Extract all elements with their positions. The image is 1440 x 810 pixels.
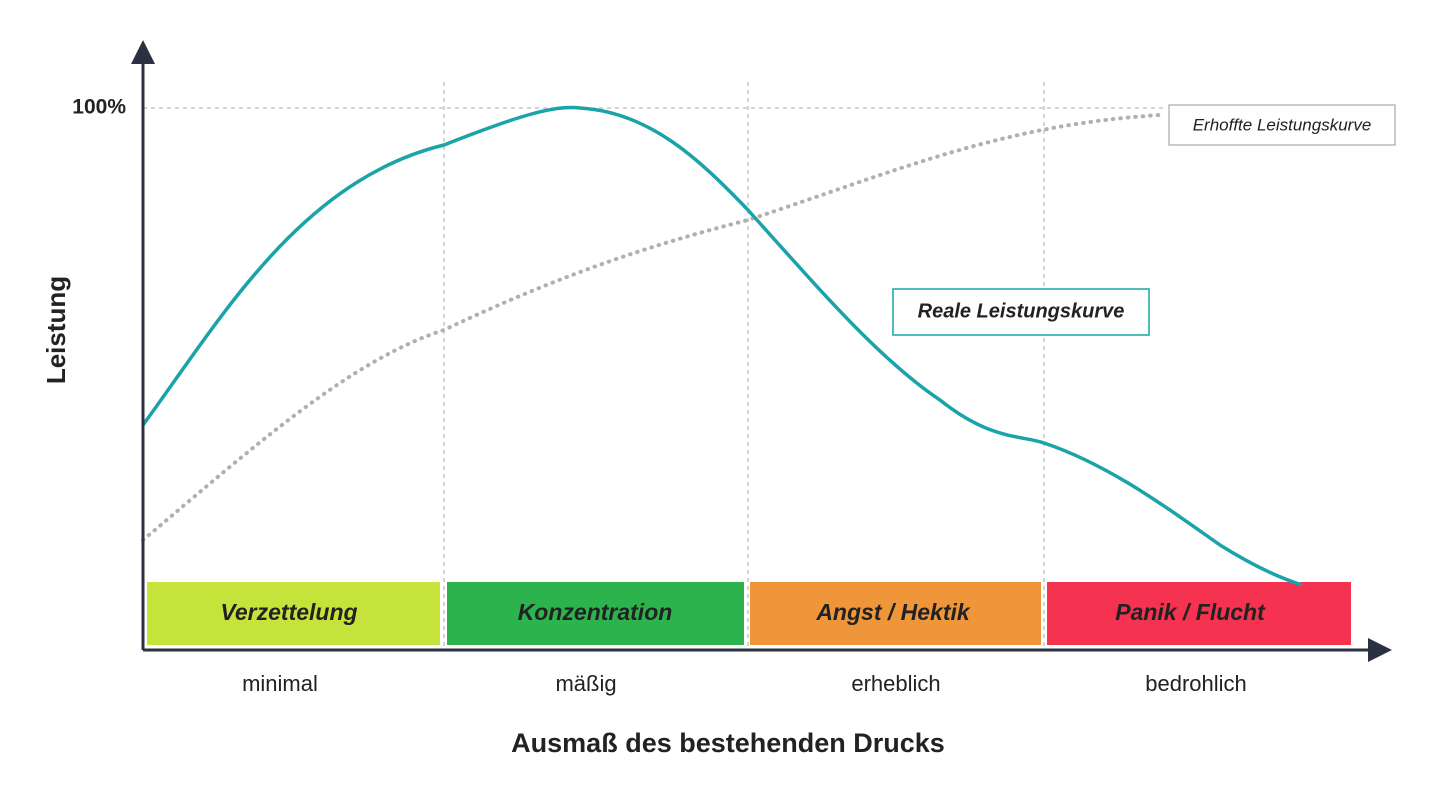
zone-label: Verzettelung	[220, 599, 357, 625]
zone	[147, 582, 440, 645]
x-label: mäßig	[555, 671, 616, 696]
hoped-label: Erhoffte Leistungskurve	[1193, 115, 1372, 134]
real-label-box	[892, 288, 1150, 336]
zone-label: Panik / Flucht	[1115, 599, 1266, 625]
x-label: erheblich	[851, 671, 940, 696]
zone	[750, 582, 1041, 645]
zone	[447, 582, 744, 645]
y-tick-label: 100%	[72, 96, 126, 119]
zone	[1047, 582, 1351, 645]
real-label: Reale Leistungskurve	[918, 300, 1125, 322]
x-label: bedrohlich	[1145, 671, 1247, 696]
zones: Verzettelung Konzentration Angst / Hekti…	[147, 582, 1351, 645]
y-axis-title: Leistung	[41, 276, 71, 384]
zone-label: Konzentration	[518, 599, 673, 625]
x-label: minimal	[242, 671, 318, 696]
hoped-label-box	[1168, 104, 1396, 146]
x-axis-title: Ausmaß des bestehenden Drucks	[511, 728, 945, 758]
zone-label: Angst / Hektik	[815, 599, 971, 625]
hoped-curve	[141, 113, 1162, 542]
real-curve	[141, 105, 1303, 587]
